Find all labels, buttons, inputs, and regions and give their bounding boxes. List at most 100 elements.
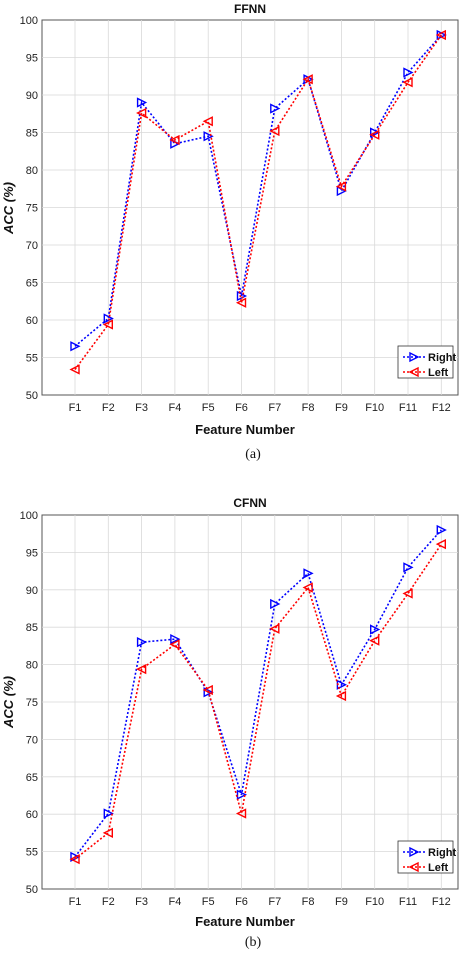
y-tick-label: 60	[26, 809, 38, 821]
data-point-right	[236, 290, 248, 302]
x-tick-labels: F1 F2 F3 F4 F5 F6 F7 F8 F9 F10 F11 F12	[69, 896, 451, 908]
y-tick-label: 100	[20, 510, 38, 522]
x-tick-label: F7	[268, 402, 281, 414]
data-point-left	[136, 107, 147, 119]
x-tick-label: F1	[69, 402, 82, 414]
legend-marker-right	[409, 351, 420, 363]
legend-marker-left	[408, 861, 419, 873]
x-tick-label: F1	[69, 896, 82, 908]
y-tick-label: 55	[26, 353, 38, 365]
y-axis-label: ACC (%)	[1, 182, 16, 235]
x-tick-label: F11	[399, 402, 417, 414]
y-tick-label: 70	[26, 734, 38, 746]
legend: Right Left	[397, 840, 456, 874]
y-tick-label: 90	[26, 585, 38, 597]
data-point-left	[402, 77, 413, 88]
data-point-left	[169, 639, 180, 650]
y-tick-label: 70	[26, 240, 38, 252]
data-point-right	[236, 789, 248, 800]
data-point-left	[435, 539, 446, 550]
x-tick-label: F2	[102, 896, 115, 908]
y-tick-label: 85	[26, 622, 38, 634]
y-tick-label: 80	[26, 660, 38, 672]
legend-marker-left	[408, 366, 419, 378]
y-tick-label: 50	[26, 884, 38, 896]
grid-lines-x	[74, 20, 442, 395]
x-axis-label: Feature Number	[195, 914, 295, 929]
legend-label-left: Left	[428, 367, 449, 379]
y-tick-label: 50	[26, 390, 38, 402]
data-point-left	[435, 29, 446, 41]
data-point-left	[335, 690, 347, 702]
data-point-right	[136, 637, 148, 648]
y-tick-label: 85	[26, 128, 38, 140]
data-point-left	[269, 125, 280, 137]
x-tick-label: F8	[302, 896, 315, 908]
y-tick-label: 80	[26, 165, 38, 177]
series-line-right	[74, 529, 442, 858]
data-point-right	[303, 568, 314, 579]
chart-title: CFNN	[233, 496, 266, 510]
y-tick-label: 100	[20, 15, 38, 27]
series-group	[69, 524, 447, 865]
data-point-left	[302, 582, 313, 593]
legend-label-right: Right	[428, 847, 456, 859]
series-line-left	[74, 543, 442, 860]
x-tick-label: F5	[202, 402, 215, 414]
data-point-left	[335, 181, 347, 192]
series-line-left	[74, 34, 442, 370]
y-tick-label: 55	[26, 847, 38, 859]
caption: (a)	[245, 447, 261, 462]
data-point-left	[202, 116, 213, 127]
y-tick-label: 75	[26, 203, 38, 215]
data-point-left	[69, 364, 80, 375]
data-point-right	[203, 131, 214, 142]
x-tick-label: F6	[235, 402, 248, 414]
data-point-right	[403, 562, 414, 573]
x-tick-label: F2	[102, 402, 115, 414]
caption: (b)	[245, 935, 262, 950]
chart-ffnn: 50 55 60 65 70 75 80 85 90 95 100 F1 F2 F3 F4 F5 F6 F7 F8…	[1, 2, 459, 462]
data-point-left	[369, 635, 380, 646]
data-point-right	[136, 97, 148, 108]
data-point-right	[103, 808, 114, 819]
data-point-right	[370, 624, 381, 635]
y-tick-label: 65	[26, 278, 38, 290]
data-point-left	[235, 297, 247, 308]
x-tick-labels: F1 F2 F3 F4 F5 F6 F7 F8 F9 F10 F11 F12	[69, 402, 451, 414]
x-tick-label: F10	[365, 896, 384, 908]
y-tick-labels: 50 55 60 65 70 75 80 85 90 95 100	[20, 15, 38, 402]
data-point-right	[203, 687, 214, 698]
y-axis-label: ACC (%)	[1, 676, 16, 729]
legend-label-right: Right	[428, 352, 456, 364]
data-point-left	[369, 129, 380, 140]
x-tick-label: F12	[432, 402, 451, 414]
x-tick-label: F3	[135, 402, 148, 414]
data-point-left	[202, 684, 213, 696]
x-tick-label: F5	[202, 896, 215, 908]
y-tick-label: 75	[26, 697, 38, 709]
data-point-left	[102, 827, 114, 839]
data-point-right	[70, 341, 81, 352]
data-point-left	[269, 623, 280, 634]
data-point-right	[170, 634, 181, 645]
data-point-right	[103, 313, 114, 324]
y-tick-label: 95	[26, 547, 38, 559]
x-tick-label: F3	[135, 896, 148, 908]
y-tick-label: 95	[26, 53, 38, 65]
x-tick-label: F4	[168, 402, 181, 414]
chart-title: FFNN	[234, 2, 266, 16]
x-tick-label: F11	[399, 896, 417, 908]
data-point-left	[402, 588, 413, 599]
x-tick-label: F9	[335, 402, 348, 414]
data-point-right	[270, 103, 281, 114]
x-tick-label: F9	[335, 896, 348, 908]
x-tick-label: F8	[302, 402, 315, 414]
data-point-right	[436, 524, 447, 536]
x-tick-label: F6	[235, 896, 248, 908]
data-point-right	[403, 67, 414, 78]
x-tick-label: F7	[268, 896, 281, 908]
data-point-right	[270, 598, 281, 610]
series-line-right	[74, 34, 442, 347]
